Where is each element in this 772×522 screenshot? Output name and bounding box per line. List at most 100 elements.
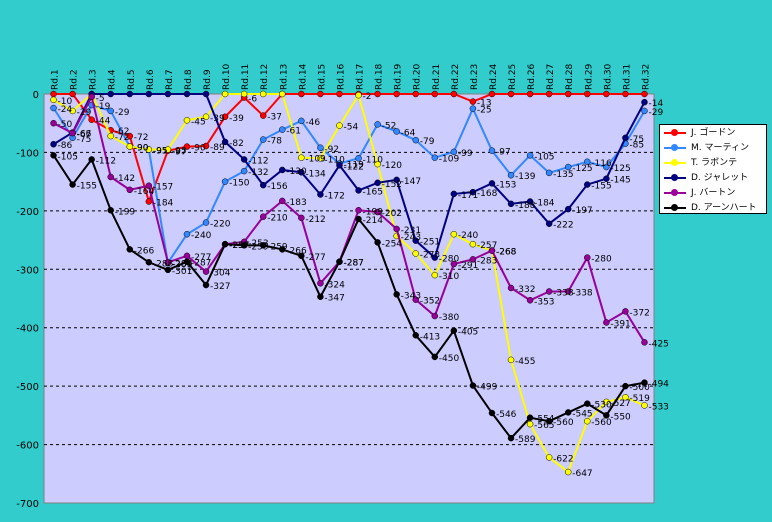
- data-point: [564, 205, 572, 213]
- data-label: -2: [363, 92, 372, 102]
- data-label: -324: [324, 280, 345, 290]
- data-label: -273: [420, 251, 440, 261]
- data-label: -122: [343, 162, 363, 172]
- x-tick-label: Rd.10: [222, 63, 232, 90]
- data-point: [603, 163, 610, 171]
- data-point: [584, 400, 591, 407]
- data-point: [183, 258, 191, 265]
- data-point: [584, 254, 591, 261]
- data-point: [488, 247, 496, 254]
- data-point: [183, 90, 191, 98]
- data-label: -277: [305, 253, 325, 263]
- series-line: [52, 103, 646, 266]
- data-label: -338: [572, 288, 593, 298]
- data-point: [412, 237, 419, 244]
- data-point: [507, 284, 515, 292]
- data-point: [603, 175, 610, 182]
- legend-label: D. アーンハート: [691, 203, 757, 213]
- legend-label: J. ゴードン: [691, 128, 736, 138]
- data-point: [469, 188, 477, 196]
- data-label: -259: [248, 242, 269, 252]
- data-label: -280: [591, 255, 612, 265]
- data-label: -565: [534, 421, 554, 431]
- data-label: -212: [305, 215, 325, 225]
- chart-legend: J. ゴードン M. マーティン T. ラボンテ D. ジャレット J. バートン D. …: [659, 124, 767, 214]
- data-point: [412, 136, 419, 144]
- data-point: [202, 142, 210, 150]
- data-label: -99: [458, 149, 473, 159]
- data-point: [317, 144, 324, 152]
- legend-label: D. ジャレット: [691, 173, 749, 183]
- data-label: -61: [286, 127, 301, 137]
- data-label: -589: [515, 435, 536, 445]
- data-label: -155: [591, 182, 611, 192]
- data-point: [526, 198, 534, 205]
- data-point: [107, 207, 114, 214]
- data-point: [545, 454, 553, 461]
- data-label: -46: [305, 118, 320, 128]
- data-point: [507, 171, 515, 179]
- data-point: [336, 90, 343, 98]
- data-point: [355, 215, 362, 223]
- data-label: -240: [191, 231, 212, 241]
- data-label: -291: [458, 261, 478, 271]
- data-label: -125: [610, 164, 630, 174]
- data-point: [88, 156, 95, 163]
- data-point: [202, 113, 210, 121]
- data-point: [622, 382, 629, 390]
- data-point: [240, 242, 248, 249]
- x-tick-label: Rd.30: [603, 63, 613, 90]
- data-label: -135: [553, 170, 573, 180]
- data-point: [259, 181, 267, 189]
- data-point: [298, 154, 305, 161]
- data-point: [50, 104, 57, 112]
- data-label: -372: [629, 308, 649, 318]
- data-label: -39: [229, 114, 244, 124]
- data-label: -184: [153, 199, 174, 209]
- x-tick-label: Rd.32: [641, 64, 651, 90]
- data-point: [88, 93, 95, 101]
- data-point: [374, 239, 381, 246]
- data-point: [221, 178, 229, 185]
- data-label: -5: [96, 94, 105, 104]
- legend-label: J. バートン: [691, 188, 736, 198]
- data-label: -97: [172, 148, 187, 158]
- data-point: [584, 90, 591, 98]
- legend-item: D. アーンハート: [660, 201, 766, 215]
- data-label: -310: [439, 272, 460, 282]
- data-point: [450, 260, 458, 268]
- data-label: -289: [172, 260, 193, 270]
- data-point: [564, 409, 572, 416]
- data-point: [622, 134, 629, 142]
- data-label: -288: [172, 259, 193, 269]
- data-point: [259, 213, 267, 220]
- data-label: -134: [305, 169, 326, 179]
- data-point: [526, 420, 534, 428]
- data-point: [221, 90, 229, 98]
- data-label: -72: [134, 133, 149, 143]
- data-label: -391: [610, 319, 630, 329]
- data-point: [202, 219, 210, 226]
- data-point: [450, 230, 458, 238]
- legend-item: D. ジャレット: [660, 171, 766, 185]
- data-label: -527: [610, 399, 630, 409]
- data-label: -45: [191, 117, 206, 127]
- data-point: [88, 116, 95, 123]
- data-label: -425: [648, 339, 668, 349]
- data-point: [374, 160, 381, 168]
- x-tick-label: Rd.22: [451, 64, 461, 90]
- data-label: -257: [477, 241, 497, 251]
- data-point: [202, 281, 210, 289]
- data-point: [69, 107, 76, 115]
- data-label: -95: [172, 147, 187, 157]
- data-label: -112: [248, 156, 268, 166]
- data-point: [145, 198, 153, 205]
- data-point: [240, 90, 248, 98]
- data-point: [469, 105, 477, 112]
- data-point: [431, 353, 439, 361]
- data-label: -622: [553, 454, 573, 464]
- data-point: [240, 156, 248, 163]
- data-label: -64: [401, 128, 416, 138]
- data-point: [374, 90, 381, 98]
- data-label: -259: [267, 242, 288, 252]
